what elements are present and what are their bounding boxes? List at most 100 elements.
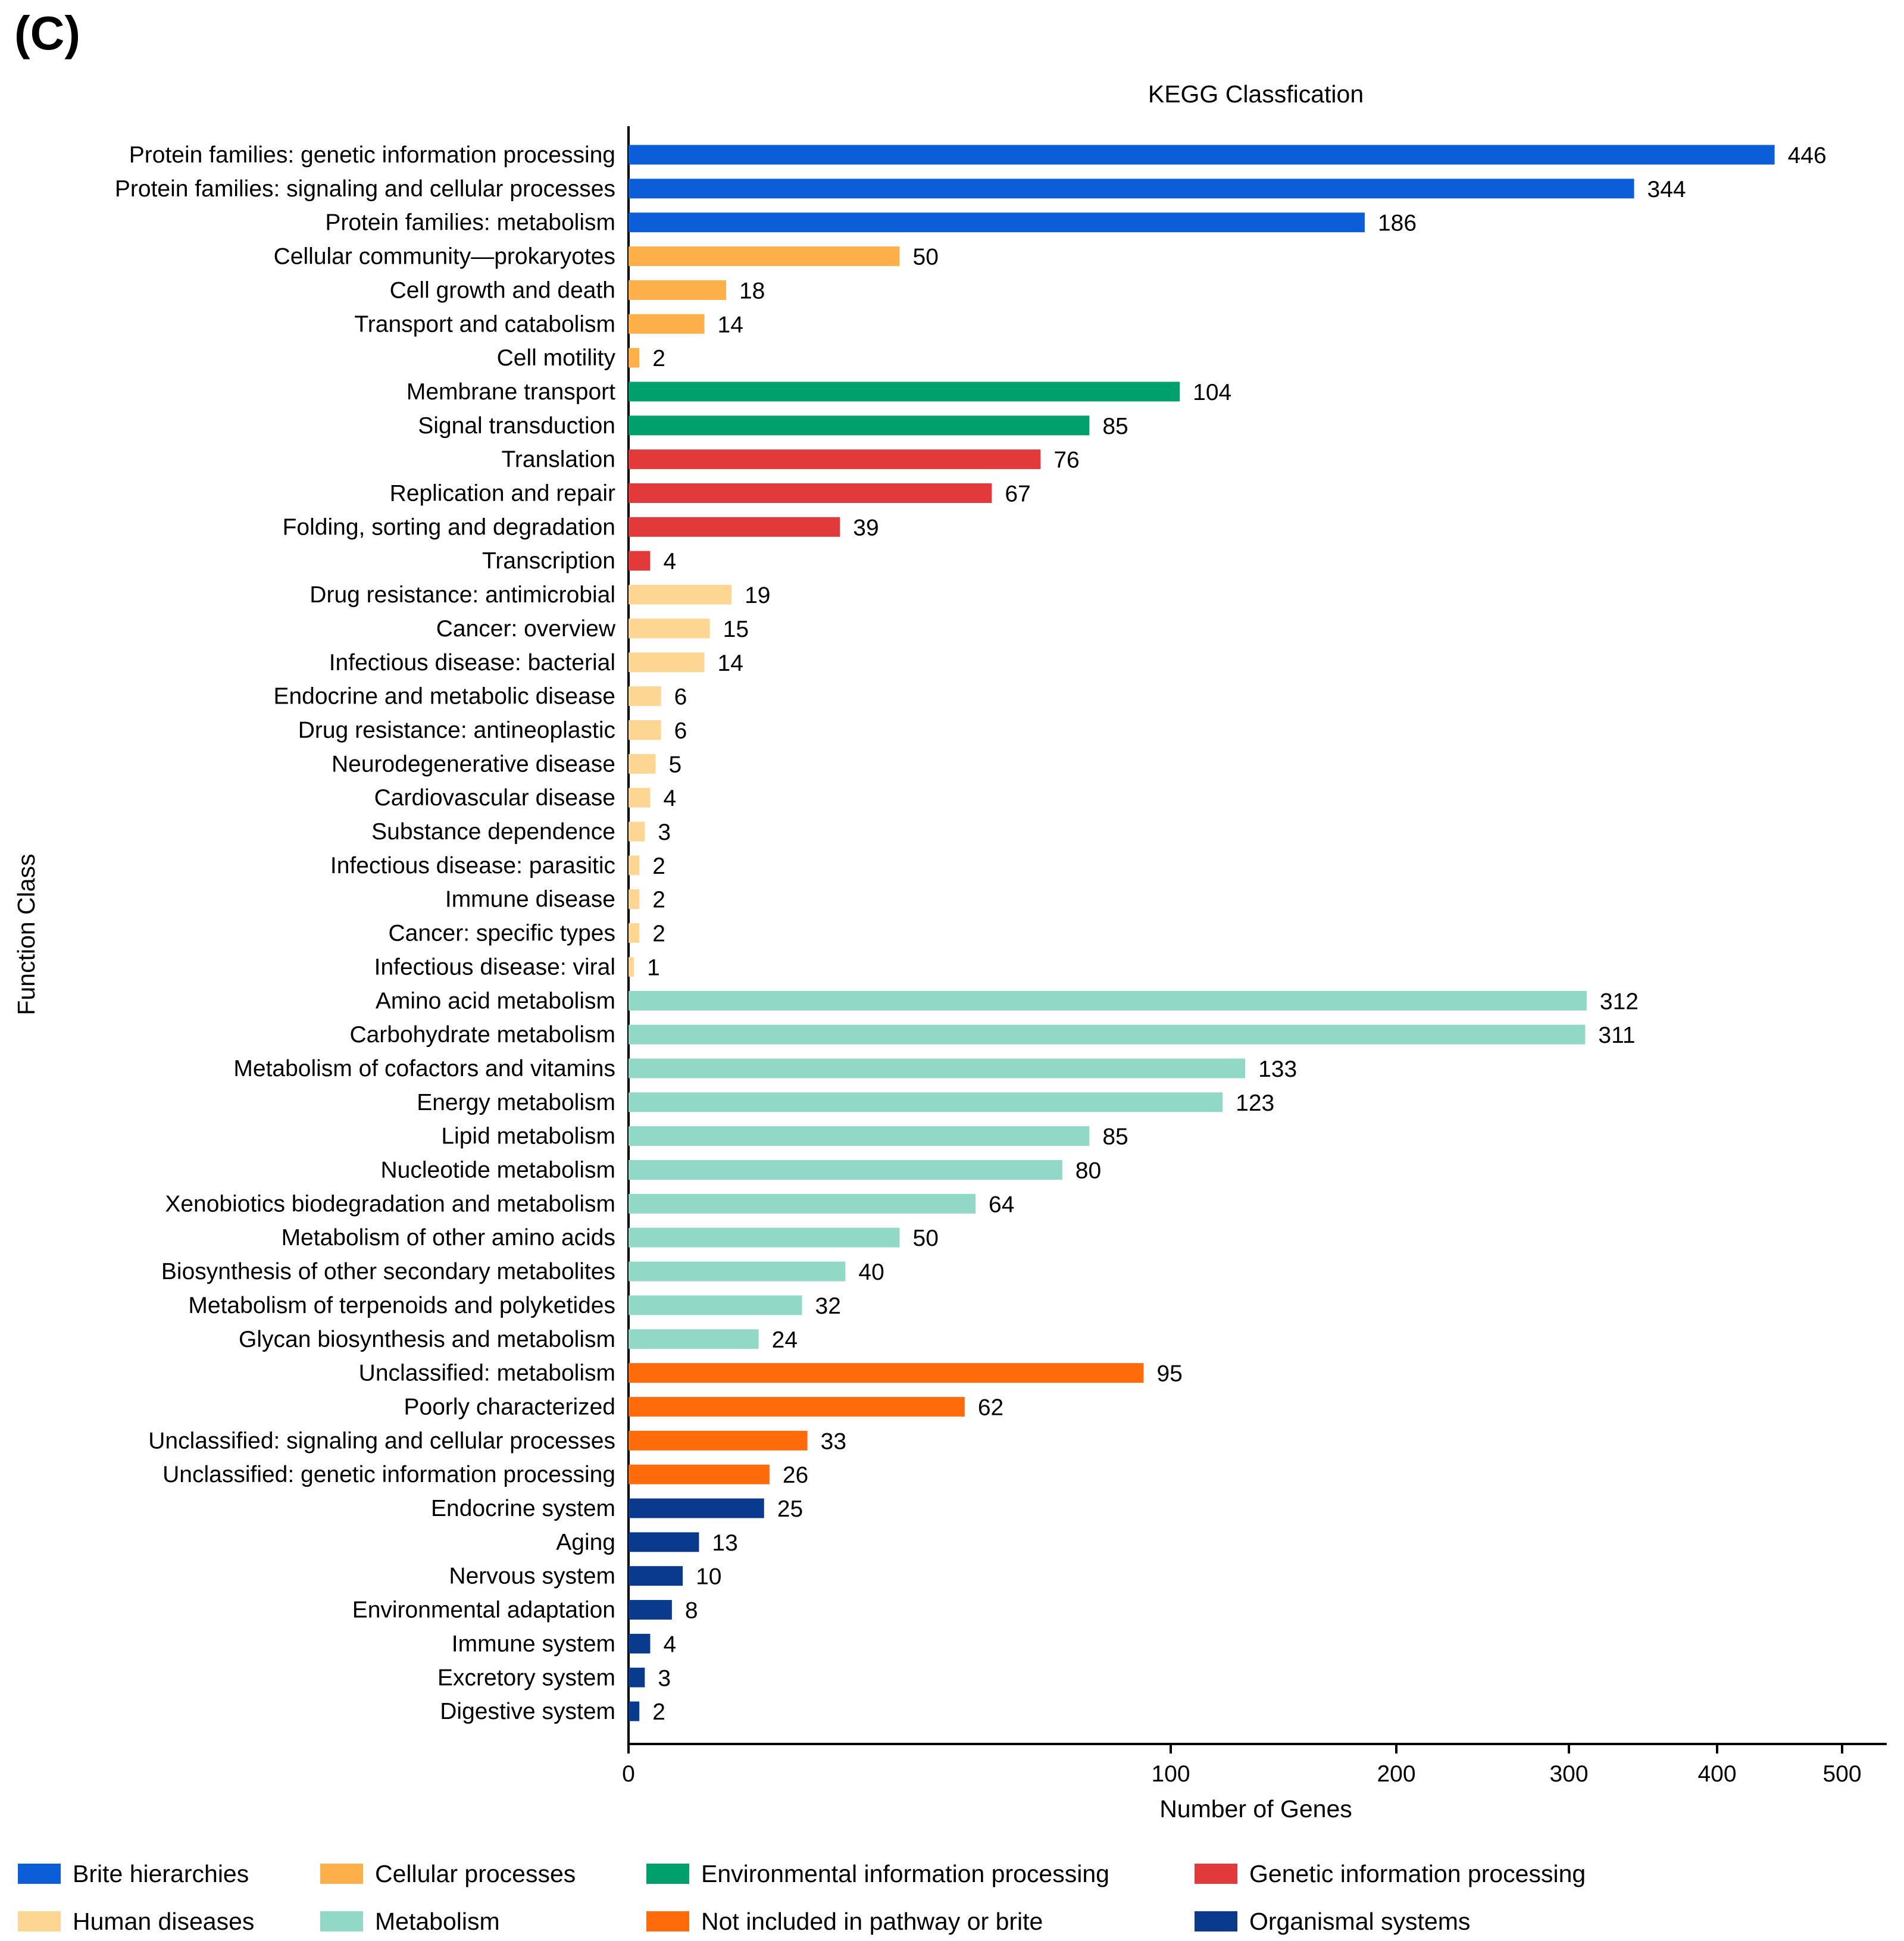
bar — [629, 212, 1365, 233]
category-label: Unclassified: metabolism — [359, 1361, 615, 1386]
category-label: Infectious disease: viral — [374, 954, 615, 980]
data-label: 10 — [696, 1564, 721, 1590]
bar — [629, 1532, 699, 1552]
data-label: 50 — [913, 1226, 939, 1251]
data-label: 25 — [777, 1496, 803, 1522]
category-label: Unclassified: signaling and cellular pro… — [148, 1428, 615, 1454]
data-label: 123 — [1236, 1090, 1274, 1116]
bar — [629, 1667, 645, 1687]
data-label: 3 — [658, 1665, 671, 1691]
x-tick-label: 300 — [1549, 1761, 1588, 1787]
data-label: 2 — [652, 921, 665, 947]
data-label: 40 — [858, 1259, 884, 1285]
data-label: 6 — [674, 718, 687, 743]
data-label: 14 — [718, 312, 743, 337]
data-label: 5 — [669, 752, 682, 777]
bar — [629, 517, 840, 537]
category-label: Cardiovascular disease — [374, 785, 615, 811]
data-label: 85 — [1102, 414, 1128, 439]
bar — [629, 551, 651, 571]
data-label: 2 — [652, 346, 665, 371]
data-label: 1 — [647, 955, 660, 980]
legend-label: Brite hierarchies — [73, 1860, 249, 1887]
category-label: Endocrine system — [431, 1496, 615, 1521]
bar — [629, 1193, 976, 1214]
bar — [629, 754, 656, 774]
category-label: Substance dependence — [371, 819, 615, 845]
category-label: Cell motility — [497, 345, 616, 371]
data-label: 18 — [739, 278, 765, 304]
data-label: 4 — [663, 1631, 676, 1657]
data-label: 344 — [1647, 177, 1686, 202]
data-label: 4 — [663, 549, 676, 574]
x-tick-label: 400 — [1697, 1761, 1736, 1787]
bar — [629, 787, 651, 808]
category-label: Drug resistance: antimicrobial — [309, 582, 615, 608]
bar — [629, 449, 1041, 470]
data-label: 186 — [1378, 211, 1417, 236]
legend-label: Metabolism — [375, 1908, 500, 1935]
category-label: Transport and catabolism — [354, 311, 615, 337]
bar — [629, 1701, 640, 1721]
category-label: Unclassified: genetic information proces… — [162, 1462, 615, 1487]
data-label: 3 — [658, 820, 671, 845]
data-label: 19 — [745, 583, 770, 608]
category-label: Infectious disease: parasitic — [330, 853, 615, 879]
category-label: Metabolism of other amino acids — [282, 1225, 615, 1251]
category-label: Excretory system — [437, 1665, 615, 1690]
category-label: Environmental adaptation — [352, 1598, 615, 1623]
bar — [629, 1498, 764, 1518]
data-label: 24 — [772, 1327, 798, 1353]
x-axis-title: Number of Genes — [1159, 1795, 1352, 1823]
category-label: Cellular community—prokaryotes — [274, 244, 615, 270]
bar — [629, 652, 705, 673]
data-label: 6 — [674, 684, 687, 710]
category-label: Cancer: overview — [436, 616, 616, 642]
bar — [629, 145, 1775, 165]
y-axis-title: Function Class — [12, 854, 40, 1015]
category-label: Signal transduction — [418, 413, 615, 439]
category-label: Amino acid metabolism — [376, 988, 615, 1014]
bar — [629, 889, 640, 909]
bar — [629, 1295, 802, 1315]
bar — [629, 720, 661, 740]
category-label: Metabolism of terpenoids and polyketides — [188, 1293, 615, 1318]
legend-swatch — [320, 1864, 363, 1884]
bar — [629, 686, 661, 707]
category-label: Protein families: metabolism — [325, 210, 615, 236]
data-label: 2 — [652, 887, 665, 913]
data-label: 14 — [718, 651, 743, 676]
category-label: Folding, sorting and degradation — [283, 514, 615, 540]
bar — [629, 957, 634, 977]
data-label: 8 — [685, 1598, 698, 1624]
bar — [629, 1261, 846, 1282]
data-label: 13 — [712, 1530, 737, 1556]
bars-layer: Protein families: genetic information pr… — [115, 142, 1827, 1725]
bar — [629, 1633, 651, 1654]
bar — [629, 246, 900, 267]
category-label: Nervous system — [449, 1564, 615, 1589]
legend-label: Human diseases — [73, 1908, 254, 1935]
category-label: Infectious disease: bacterial — [329, 650, 615, 676]
bar — [629, 1430, 808, 1451]
data-label: 446 — [1788, 143, 1827, 168]
data-label: 32 — [815, 1293, 841, 1319]
category-label: Immune system — [452, 1631, 615, 1656]
bar — [629, 585, 732, 605]
bar — [629, 990, 1587, 1011]
category-label: Lipid metabolism — [441, 1124, 615, 1149]
bar — [629, 1160, 1062, 1180]
legend-swatch — [18, 1864, 61, 1884]
bar — [629, 821, 645, 842]
data-label: 80 — [1076, 1158, 1101, 1184]
legend-swatch — [646, 1911, 689, 1931]
category-label: Translation — [502, 447, 615, 473]
category-label: Digestive system — [440, 1699, 615, 1724]
category-label: Energy metabolism — [417, 1090, 615, 1115]
bar — [629, 1227, 900, 1248]
category-label: Poorly characterized — [404, 1394, 616, 1420]
bar — [629, 923, 640, 943]
bar — [629, 483, 992, 503]
data-label: 311 — [1598, 1023, 1635, 1048]
